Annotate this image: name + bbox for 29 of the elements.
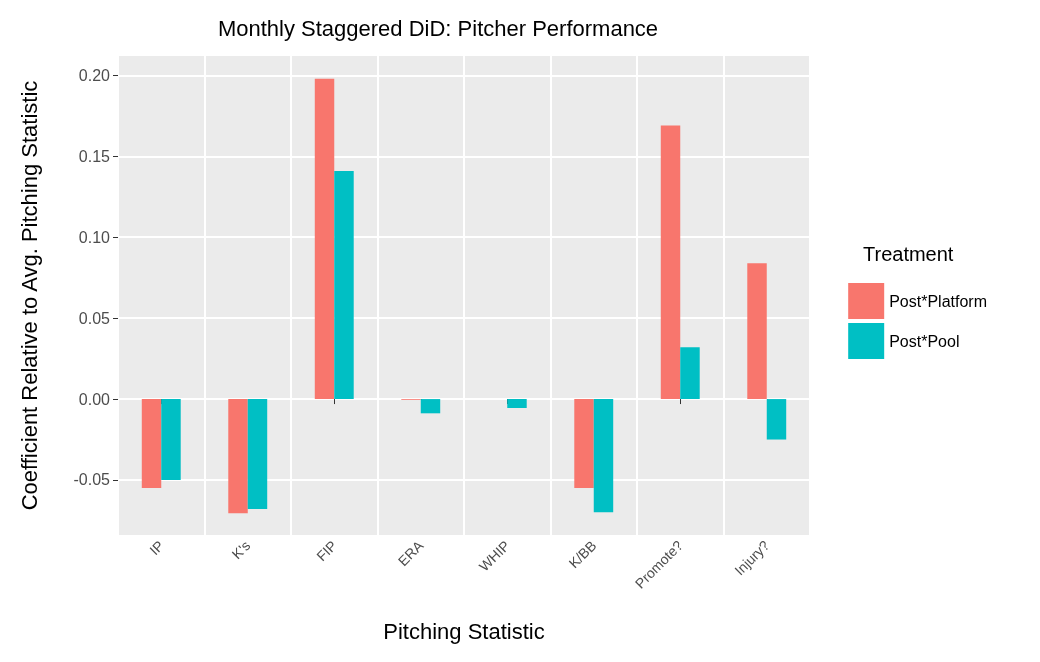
bar: [314, 78, 335, 400]
bar: [141, 399, 162, 489]
y-tick-label: 0.00: [78, 390, 111, 408]
y-tick-label: 0.20: [78, 66, 111, 84]
legend-label: Post*Pool: [889, 332, 960, 350]
bar: [161, 399, 181, 480]
bar: [507, 399, 527, 408]
bar: [420, 399, 441, 414]
bar: [593, 399, 614, 513]
x-tick-label: K's: [228, 537, 254, 563]
y-tick-label: 0.05: [78, 309, 111, 327]
y-tick-label: 0.15: [78, 147, 111, 165]
bar: [334, 170, 354, 400]
bar: [747, 263, 767, 400]
legend-title: Treatment: [863, 243, 954, 265]
legend-label: Post*Platform: [889, 292, 987, 310]
x-axis-title: Pitching Statistic: [383, 618, 545, 644]
bar: [766, 399, 787, 440]
bar: [680, 347, 700, 400]
x-tick-label: IP: [146, 537, 167, 558]
y-tick-label: -0.05: [73, 471, 111, 489]
chart-title: Monthly Staggered DiD: Pitcher Performance: [217, 15, 659, 41]
bar: [247, 399, 268, 510]
bar: [228, 399, 248, 514]
y-axis-title: Coefficient Relative to Avg. Pitching Statistic: [16, 80, 42, 511]
bar: [660, 125, 681, 400]
x-tick-label: FIP: [313, 537, 340, 565]
y-tick-label: 0.10: [78, 228, 111, 246]
bar: [574, 399, 594, 489]
